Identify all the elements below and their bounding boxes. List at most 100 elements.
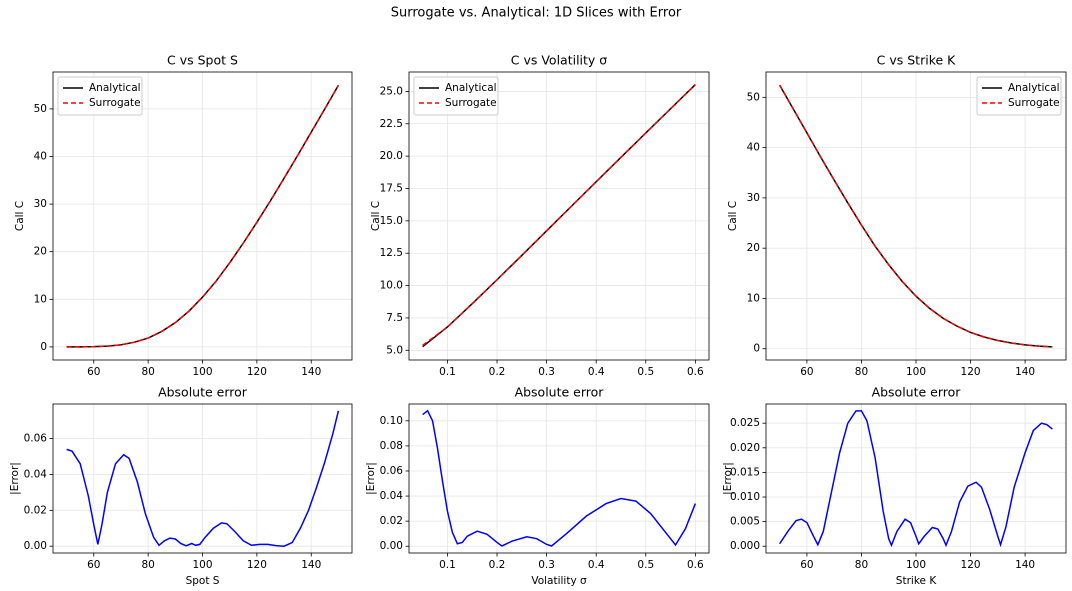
legend-box (57, 76, 143, 116)
subplot-title: Absolute error (515, 385, 605, 400)
x-tick-label: 120 (247, 366, 267, 378)
y-tick-label: 0 (40, 341, 47, 353)
x-tick-label: 0.5 (637, 366, 654, 378)
legend-label: Surrogate (445, 97, 497, 109)
axes-frame (52, 71, 353, 361)
y-axis-label: Call C (727, 201, 739, 231)
x-tick-label: 80 (141, 559, 154, 571)
x-tick-label: 60 (800, 366, 813, 378)
series-line (778, 84, 1053, 348)
y-tick-label: 17.5 (380, 182, 403, 194)
x-tick-label: 0.4 (588, 366, 605, 378)
subplot-title: Absolute error (872, 385, 962, 400)
subplot: Absolute error 60 80 100 120 140 0.000 0.005 0.0… (722, 385, 1067, 587)
x-tick-label: 0.6 (687, 366, 704, 378)
y-tick-label: 0.04 (380, 490, 404, 502)
x-tick-label: 0.4 (588, 559, 605, 571)
x-tick-label: 120 (961, 559, 981, 571)
subplot-title: C vs Strike K (877, 53, 956, 68)
x-tick-label: 140 (1015, 366, 1035, 378)
x-tick-label: 60 (87, 366, 100, 378)
y-tick-label: 0.020 (730, 442, 760, 454)
x-tick-label: 0.3 (538, 366, 555, 378)
y-tick-label: 0.02 (24, 504, 47, 516)
y-axis-label: |Error| (9, 462, 21, 495)
y-axis-label: Call C (370, 201, 382, 231)
subplot: C vs Strike K 60 80 100 120 140 0 10 20 30 40 50 Cal… (727, 53, 1067, 378)
legend-label: Analytical (445, 82, 497, 94)
x-tick-label: 140 (301, 559, 321, 571)
legend-label: Surrogate (89, 97, 141, 109)
y-tick-label: 10 (34, 293, 47, 305)
y-tick-label: 7.5 (386, 312, 403, 324)
legend-label: Analytical (89, 82, 141, 94)
y-tick-label: 0 (753, 343, 760, 355)
y-tick-label: 25.0 (380, 85, 403, 97)
axes-frame (52, 403, 353, 554)
y-axis-label: |Error| (722, 462, 734, 495)
x-tick-label: 100 (192, 366, 212, 378)
subplot: Absolute error 0.1 0.2 0.3 0.4 0.5 0.6 0.00 0.02… (365, 385, 710, 587)
legend: Analytical Surrogate (976, 76, 1062, 116)
series-line (66, 84, 340, 348)
y-tick-label: 15.0 (380, 215, 403, 227)
x-tick-label: 140 (1015, 559, 1035, 571)
x-tick-label: 100 (906, 559, 926, 571)
legend: Analytical Surrogate (57, 76, 143, 116)
y-tick-label: 50 (34, 103, 47, 115)
x-tick-label: 120 (961, 366, 981, 378)
x-tick-label: 60 (87, 559, 100, 571)
axes-frame (408, 71, 710, 361)
x-tick-label: 0.1 (439, 559, 456, 571)
subplot: C vs Spot S 60 80 100 120 140 0 10 20 30 40 50 Call … (14, 53, 353, 378)
x-axis-label: Volatility σ (531, 575, 587, 587)
x-tick-label: 120 (247, 559, 267, 571)
series-line (422, 84, 696, 346)
x-tick-label: 140 (301, 366, 321, 378)
y-axis-label: |Error| (365, 462, 377, 495)
subplot: Absolute error 60 80 100 120 140 0.00 0.02 0.04 0… (9, 385, 353, 587)
x-tick-label: 0.1 (439, 366, 456, 378)
y-tick-label: 0.10 (380, 415, 403, 427)
x-tick-label: 100 (906, 366, 926, 378)
y-tick-label: 20.0 (380, 150, 403, 162)
y-tick-label: 0.025 (730, 417, 760, 429)
y-axis-label: Call C (14, 201, 26, 231)
y-tick-label: 22.5 (380, 118, 403, 130)
figure-title: Surrogate vs. Analytical: 1D Slices with… (391, 6, 682, 21)
x-tick-label: 0.6 (687, 559, 704, 571)
x-axis-label: Strike K (896, 575, 938, 587)
x-tick-label: 60 (800, 559, 813, 571)
y-tick-label: 50 (747, 91, 760, 103)
y-tick-label: 0.005 (730, 516, 760, 528)
legend-label: Analytical (1008, 82, 1060, 94)
x-tick-label: 0.5 (637, 559, 654, 571)
y-tick-label: 0.08 (380, 440, 403, 452)
y-tick-label: 0.00 (380, 540, 403, 552)
x-tick-label: 80 (855, 366, 868, 378)
y-tick-label: 10.0 (380, 280, 403, 292)
y-tick-label: 20 (747, 242, 760, 254)
subplot-title: C vs Spot S (167, 53, 238, 68)
y-tick-label: 5.0 (386, 344, 403, 356)
series-line (779, 410, 1053, 548)
y-tick-label: 0.010 (730, 491, 760, 503)
y-tick-label: 0.04 (24, 468, 48, 480)
series-line (422, 409, 697, 547)
series-line (66, 410, 340, 547)
x-tick-label: 0.2 (489, 366, 506, 378)
axes-frame (765, 403, 1067, 554)
y-tick-label: 40 (747, 142, 760, 154)
y-tick-label: 0.06 (380, 465, 404, 477)
legend-box (976, 76, 1062, 116)
axes-frame (408, 403, 710, 554)
x-tick-label: 0.3 (538, 559, 555, 571)
y-tick-label: 30 (34, 198, 47, 210)
y-tick-label: 0.00 (24, 540, 47, 552)
subplot-title: Absolute error (158, 385, 248, 400)
subplot: C vs Volatility σ 0.1 0.2 0.3 0.4 0.5 0.6 5.0 7.… (370, 53, 710, 378)
x-tick-label: 0.2 (489, 559, 506, 571)
x-tick-label: 100 (192, 559, 212, 571)
legend: Analytical Surrogate (413, 76, 499, 116)
